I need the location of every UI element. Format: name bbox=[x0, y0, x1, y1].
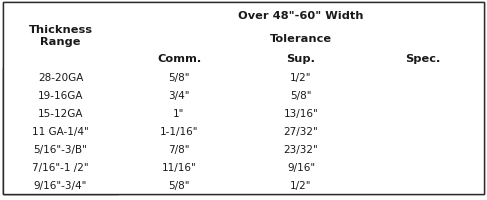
Bar bbox=[3, 140, 118, 158]
Text: 5/16"-3/B": 5/16"-3/B" bbox=[34, 144, 88, 154]
Bar bbox=[3, 158, 118, 176]
Bar bbox=[118, 49, 240, 69]
Text: Spec.: Spec. bbox=[405, 54, 441, 64]
Text: 5/8": 5/8" bbox=[168, 73, 190, 83]
Bar bbox=[240, 140, 362, 158]
Text: Over 48"-60" Width: Over 48"-60" Width bbox=[238, 11, 364, 21]
Text: 11 GA-1/4": 11 GA-1/4" bbox=[32, 126, 89, 136]
Text: 27/32": 27/32" bbox=[283, 126, 318, 136]
Bar bbox=[118, 69, 240, 87]
Bar bbox=[240, 104, 362, 122]
Text: Tolerance: Tolerance bbox=[270, 34, 332, 44]
Text: 13/16": 13/16" bbox=[283, 108, 318, 118]
Text: 28-20GA: 28-20GA bbox=[38, 73, 83, 83]
Text: 9/16": 9/16" bbox=[287, 162, 315, 172]
Bar bbox=[362, 87, 484, 104]
Text: 9/16"-3/4": 9/16"-3/4" bbox=[34, 180, 87, 190]
Bar bbox=[362, 140, 484, 158]
Text: 1": 1" bbox=[173, 108, 185, 118]
Bar bbox=[240, 122, 362, 140]
Bar bbox=[3, 3, 118, 194]
Bar bbox=[118, 29, 484, 49]
Bar bbox=[240, 49, 362, 69]
Text: 5/8": 5/8" bbox=[290, 91, 312, 100]
Bar bbox=[362, 104, 484, 122]
Text: 1/2": 1/2" bbox=[290, 180, 312, 190]
Bar bbox=[118, 3, 484, 29]
Bar bbox=[3, 104, 118, 122]
Bar bbox=[118, 176, 240, 194]
Bar bbox=[118, 122, 240, 140]
Bar bbox=[3, 69, 118, 87]
Text: Sup.: Sup. bbox=[286, 54, 316, 64]
Text: 11/16": 11/16" bbox=[162, 162, 196, 172]
Bar bbox=[118, 140, 240, 158]
Text: 19-16GA: 19-16GA bbox=[38, 91, 83, 100]
Bar bbox=[362, 69, 484, 87]
Bar bbox=[362, 122, 484, 140]
Bar bbox=[3, 176, 118, 194]
Text: 1-1/16": 1-1/16" bbox=[160, 126, 198, 136]
Bar bbox=[362, 49, 484, 69]
Bar bbox=[240, 158, 362, 176]
Text: 1/2": 1/2" bbox=[290, 73, 312, 83]
Bar bbox=[118, 104, 240, 122]
Text: 3/4": 3/4" bbox=[168, 91, 190, 100]
Bar bbox=[362, 176, 484, 194]
Text: Thickness
Range: Thickness Range bbox=[29, 25, 93, 47]
Bar bbox=[118, 87, 240, 104]
Bar bbox=[240, 176, 362, 194]
Bar bbox=[118, 158, 240, 176]
Bar bbox=[240, 87, 362, 104]
Text: 5/8": 5/8" bbox=[168, 180, 190, 190]
Text: 23/32": 23/32" bbox=[283, 144, 318, 154]
Text: 7/8": 7/8" bbox=[168, 144, 190, 154]
Text: 7/16"-1 /2": 7/16"-1 /2" bbox=[32, 162, 89, 172]
Text: Comm.: Comm. bbox=[157, 54, 201, 64]
Bar bbox=[240, 69, 362, 87]
Bar bbox=[362, 158, 484, 176]
Bar bbox=[3, 87, 118, 104]
Text: 15-12GA: 15-12GA bbox=[38, 108, 83, 118]
Bar bbox=[3, 122, 118, 140]
